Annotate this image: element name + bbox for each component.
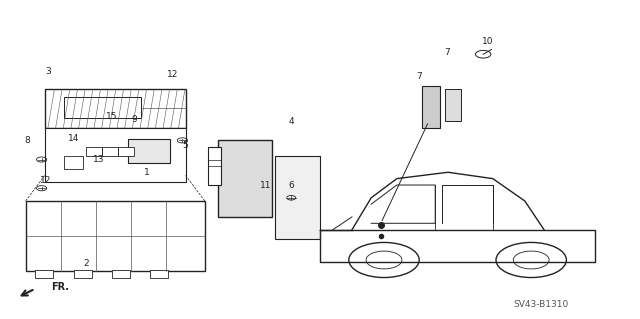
Text: 2: 2 (84, 259, 89, 268)
Bar (218, 140, 272, 217)
Text: 4: 4 (289, 117, 294, 126)
Text: 15: 15 (106, 112, 118, 121)
Text: 6: 6 (289, 181, 294, 189)
Bar (102, 147, 118, 156)
Text: 14: 14 (68, 134, 79, 143)
Bar (45, 128, 186, 182)
Text: 7: 7 (417, 72, 422, 81)
Text: 7: 7 (444, 48, 449, 57)
Bar (445, 89, 461, 121)
Bar (112, 270, 130, 278)
Text: 10: 10 (482, 37, 493, 46)
Bar (118, 147, 134, 156)
Text: FR.: FR. (51, 282, 69, 292)
Bar (86, 147, 102, 156)
Text: 9: 9 (132, 115, 137, 124)
Text: 8: 8 (24, 136, 29, 145)
Text: 13: 13 (93, 155, 105, 164)
Text: 12: 12 (40, 176, 52, 185)
Bar (275, 156, 320, 239)
Bar (64, 156, 83, 169)
Text: 3: 3 (45, 67, 51, 76)
Text: 5: 5 (183, 141, 188, 150)
Bar (26, 201, 205, 271)
Bar (128, 139, 170, 163)
Bar (74, 270, 92, 278)
Text: 1: 1 (145, 168, 150, 177)
Text: 11: 11 (260, 181, 271, 189)
Text: 12: 12 (167, 70, 179, 79)
Bar (422, 86, 440, 128)
Bar (45, 89, 186, 128)
Text: SV43-B1310: SV43-B1310 (513, 300, 568, 309)
Bar (208, 147, 221, 185)
Bar (150, 270, 168, 278)
Bar (64, 97, 141, 118)
Bar (35, 270, 53, 278)
